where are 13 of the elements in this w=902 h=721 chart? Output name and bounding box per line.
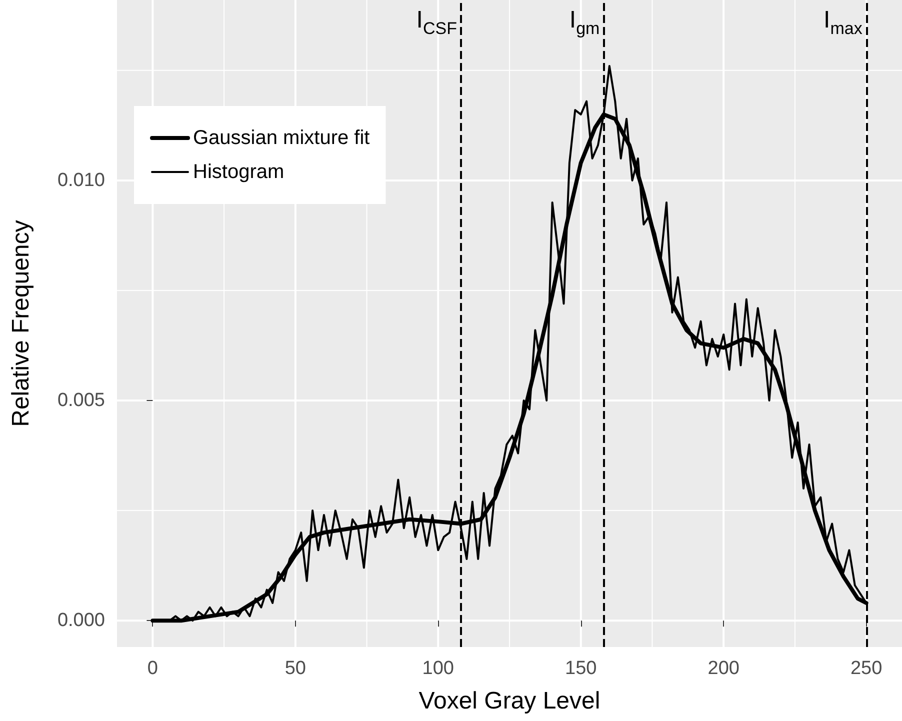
y-tick-label: 0.010 — [57, 170, 105, 191]
y-tick-label: 0.000 — [57, 610, 105, 632]
y-tick-label: 0.005 — [57, 390, 105, 412]
x-axis-title: Voxel Gray Level — [418, 688, 600, 714]
x-tick-label: 150 — [565, 658, 597, 679]
legend-label: Histogram — [193, 161, 284, 183]
x-tick-label: 100 — [422, 658, 454, 679]
x-tick-label: 0 — [147, 658, 158, 679]
x-tick-label: 200 — [708, 658, 740, 679]
legend-label: Gaussian mixture fit — [193, 127, 370, 149]
x-tick-label: 50 — [284, 658, 306, 679]
y-axis-title: Relative Frequency — [8, 220, 34, 427]
x-tick-label: 250 — [850, 658, 882, 679]
